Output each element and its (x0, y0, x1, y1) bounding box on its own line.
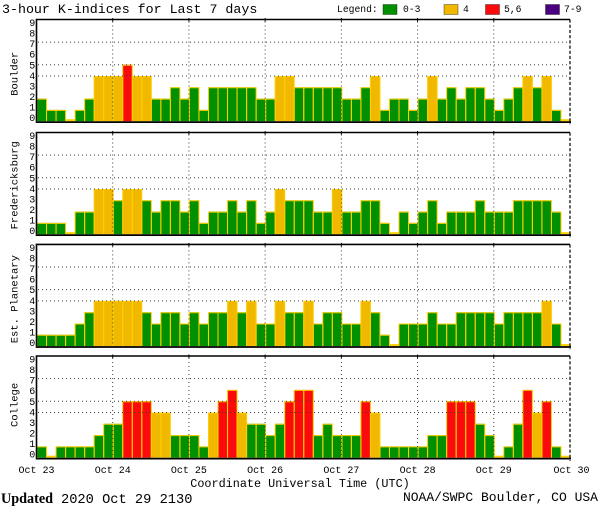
svg-text:2: 2 (29, 318, 35, 329)
svg-text:0: 0 (29, 339, 35, 350)
svg-text:2: 2 (29, 206, 35, 217)
svg-text:0: 0 (29, 227, 35, 238)
svg-text:7: 7 (29, 40, 35, 51)
svg-text:4: 4 (29, 185, 35, 196)
svg-text:1: 1 (29, 329, 35, 340)
svg-text:8: 8 (29, 30, 35, 41)
svg-text:2020 Oct 29 2130: 2020 Oct 29 2130 (61, 493, 192, 508)
svg-text:3: 3 (29, 82, 35, 93)
svg-text:3: 3 (29, 307, 35, 318)
svg-text:9: 9 (29, 19, 35, 30)
svg-text:5: 5 (29, 286, 35, 297)
svg-text:Coordinate Universal Time (UTC: Coordinate Universal Time (UTC) (190, 477, 409, 491)
svg-text:4: 4 (463, 4, 469, 15)
svg-text:2: 2 (29, 430, 35, 441)
svg-text:5: 5 (29, 61, 35, 72)
svg-text:8: 8 (29, 366, 35, 377)
svg-text:Fredericksburg: Fredericksburg (10, 141, 22, 229)
svg-text:0-3: 0-3 (403, 4, 421, 15)
svg-text:5,6: 5,6 (504, 4, 522, 15)
svg-text:Oct 29: Oct 29 (476, 466, 512, 477)
svg-text:Oct 23: Oct 23 (18, 466, 54, 477)
svg-text:Oct 25: Oct 25 (171, 466, 207, 477)
svg-text:5: 5 (29, 398, 35, 409)
svg-text:Oct 24: Oct 24 (95, 466, 131, 477)
svg-text:4: 4 (29, 72, 35, 83)
svg-text:NOAA/SWPC Boulder, CO USA: NOAA/SWPC Boulder, CO USA (403, 490, 598, 505)
svg-text:6: 6 (29, 51, 35, 62)
svg-text:8: 8 (29, 254, 35, 265)
svg-text:3: 3 (29, 195, 35, 206)
svg-text:Est. Planetary: Est. Planetary (10, 255, 22, 343)
svg-text:5: 5 (29, 174, 35, 185)
svg-text:9: 9 (29, 244, 35, 255)
svg-text:6: 6 (29, 164, 35, 175)
svg-text:Updated: Updated (1, 491, 53, 507)
svg-text:7: 7 (29, 377, 35, 388)
svg-text:Oct 26: Oct 26 (247, 466, 283, 477)
svg-text:4: 4 (29, 297, 35, 308)
svg-text:9: 9 (29, 132, 35, 143)
svg-text:1: 1 (29, 440, 35, 451)
svg-text:Oct 30: Oct 30 (553, 466, 589, 477)
svg-text:3-hour K-indices for Last 7 da: 3-hour K-indices for Last 7 days (2, 2, 257, 17)
svg-text:1: 1 (29, 104, 35, 115)
svg-text:6: 6 (29, 276, 35, 287)
svg-text:Oct 27: Oct 27 (323, 466, 359, 477)
svg-text:0: 0 (29, 451, 35, 462)
svg-text:4: 4 (29, 408, 35, 419)
svg-text:6: 6 (29, 387, 35, 398)
svg-text:College: College (10, 383, 22, 427)
svg-text:0: 0 (29, 114, 35, 125)
svg-text:7: 7 (29, 265, 35, 276)
svg-text:2: 2 (29, 93, 35, 104)
svg-text:7-9: 7-9 (564, 4, 582, 15)
svg-text:7: 7 (29, 153, 35, 164)
svg-text:1: 1 (29, 217, 35, 228)
svg-text:Boulder: Boulder (10, 52, 22, 96)
svg-text:8: 8 (29, 143, 35, 154)
svg-text:9: 9 (29, 355, 35, 366)
svg-text:Legend:: Legend: (337, 4, 378, 15)
svg-text:Oct 28: Oct 28 (400, 466, 436, 477)
svg-text:3: 3 (29, 419, 35, 430)
